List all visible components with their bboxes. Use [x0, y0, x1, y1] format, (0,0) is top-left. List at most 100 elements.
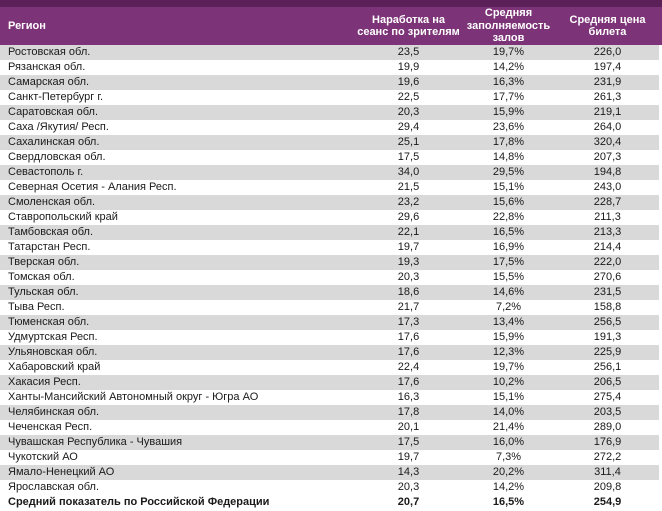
viewers-per-session-cell: 16,3 — [397, 391, 420, 403]
region-cell: Хабаровский край — [8, 361, 101, 373]
ticket-price-cell: 243,0 — [593, 181, 622, 193]
occupancy-cell: 15,1% — [492, 181, 525, 193]
ticket-price-cell: 158,8 — [593, 301, 622, 313]
table-row-summary: Средний показатель по Российской Федерац… — [0, 495, 659, 510]
ticket-price-cell: 206,5 — [593, 376, 622, 388]
ticket-price-cell: 256,1 — [593, 361, 622, 373]
ticket-price-cell: 311,4 — [594, 466, 621, 478]
table-row: Ханты-Мансийский Автономный округ - Югра… — [0, 390, 659, 405]
viewers-per-session-cell: 17,6 — [397, 346, 420, 358]
ticket-price-cell: 191,3 — [593, 331, 622, 343]
viewers-per-session-cell: 29,6 — [397, 211, 420, 223]
occupancy-cell: 7,3% — [495, 451, 522, 463]
occupancy-cell: 15,6% — [492, 196, 525, 208]
table-row: Самарская обл. 19,6 16,3% 231,9 — [0, 75, 659, 90]
viewers-per-session-cell: 21,5 — [397, 181, 420, 193]
table-row: Ульяновская обл. 17,6 12,3% 225,9 — [0, 345, 659, 360]
ticket-price-cell: 289,0 — [593, 421, 622, 433]
occupancy-cell: 22,8% — [492, 211, 525, 223]
table-row: Санкт-Петербург г. 22,5 17,7% 261,3 — [0, 90, 659, 105]
table-row: Удмуртская Респ. 17,6 15,9% 191,3 — [0, 330, 659, 345]
viewers-per-session-cell: 14,3 — [397, 466, 420, 478]
occupancy-cell: 14,8% — [492, 151, 525, 163]
ticket-price-cell: 275,4 — [593, 391, 622, 403]
viewers-per-session-cell: 20,7 — [397, 496, 420, 508]
occupancy-cell: 19,7% — [492, 46, 525, 58]
region-cell: Тверская обл. — [8, 256, 80, 268]
region-cell: Челябинская обл. — [8, 406, 100, 418]
occupancy-cell: 15,9% — [492, 331, 525, 343]
viewers-per-session-cell: 19,7 — [397, 451, 420, 463]
viewers-per-session-cell: 34,0 — [397, 166, 420, 178]
viewers-per-session-cell: 17,5 — [397, 436, 420, 448]
occupancy-cell: 14,0% — [492, 406, 525, 418]
viewers-per-session-cell: 19,3 — [397, 256, 420, 268]
ticket-price-cell: 194,8 — [593, 166, 622, 178]
occupancy-cell: 21,4% — [492, 421, 525, 433]
table-row: Тверская обл. 19,3 17,5% 222,0 — [0, 255, 659, 270]
viewers-per-session-cell: 20,3 — [397, 481, 420, 493]
ticket-price-cell: 270,6 — [593, 271, 622, 283]
viewers-per-session-cell: 22,4 — [397, 361, 420, 373]
ticket-price-cell: 219,1 — [593, 106, 622, 118]
header-average-ticket-price: Средняя цена билета — [569, 13, 646, 39]
region-cell: Самарская обл. — [8, 76, 90, 88]
region-cell: Свердловская обл. — [8, 151, 106, 163]
region-cell: Северная Осетия - Алания Респ. — [8, 181, 177, 193]
ticket-price-cell: 254,9 — [593, 496, 622, 508]
region-cell: Хакасия Респ. — [8, 376, 81, 388]
region-cell: Ульяновская обл. — [8, 346, 98, 358]
table-row: Тюменская обл. 17,3 13,4% 256,5 — [0, 315, 659, 330]
viewers-per-session-cell: 25,1 — [397, 136, 420, 148]
occupancy-cell: 14,2% — [492, 481, 525, 493]
table-row: Саха /Якутия/ Респ. 29,4 23,6% 264,0 — [0, 120, 659, 135]
region-cell: Санкт-Петербург г. — [8, 91, 104, 103]
viewers-per-session-cell: 22,5 — [397, 91, 420, 103]
viewers-per-session-cell: 19,7 — [397, 241, 420, 253]
occupancy-cell: 10,2% — [492, 376, 525, 388]
table-row: Рязанская обл. 19,9 14,2% 197,4 — [0, 60, 659, 75]
occupancy-cell: 16,3% — [492, 76, 525, 88]
ticket-price-cell: 261,3 — [593, 91, 622, 103]
occupancy-cell: 16,5% — [492, 496, 525, 508]
ticket-price-cell: 226,0 — [593, 46, 622, 58]
ticket-price-cell: 264,0 — [593, 121, 622, 133]
region-cell: Томская обл. — [8, 271, 75, 283]
region-cell: Смоленская обл. — [8, 196, 96, 208]
viewers-per-session-cell: 23,2 — [397, 196, 420, 208]
region-cell: Чувашская Республика - Чувашия — [8, 436, 183, 448]
region-cell: Сахалинская обл. — [8, 136, 100, 148]
region-cell: Тюменская обл. — [8, 316, 90, 328]
occupancy-cell: 17,5% — [492, 256, 525, 268]
table-row: Северная Осетия - Алания Респ. 21,5 15,1% 2… — [0, 180, 659, 195]
ticket-price-cell: 209,8 — [593, 481, 622, 493]
table-row: Татарстан Респ. 19,7 16,9% 214,4 — [0, 240, 659, 255]
table-row: Сахалинская обл. 25,1 17,8% 320,4 — [0, 135, 659, 150]
table-row: Свердловская обл. 17,5 14,8% 207,3 — [0, 150, 659, 165]
table-row: Смоленская обл. 23,2 15,6% 228,7 — [0, 195, 659, 210]
occupancy-cell: 13,4% — [492, 316, 525, 328]
region-cell: Саратовская обл. — [8, 106, 99, 118]
region-cell: Чукотский АО — [8, 451, 78, 463]
ticket-price-cell: 222,0 — [593, 256, 622, 268]
ticket-price-cell: 231,9 — [593, 76, 622, 88]
ticket-price-cell: 320,4 — [593, 136, 622, 148]
occupancy-cell: 14,6% — [492, 286, 525, 298]
ticket-price-cell: 203,5 — [593, 406, 622, 418]
region-cell: Ханты-Мансийский Автономный округ - Югра… — [8, 391, 259, 403]
region-cell: Чеченская Респ. — [8, 421, 93, 433]
viewers-per-session-cell: 19,6 — [397, 76, 420, 88]
table-row: Ярославская обл. 20,3 14,2% 209,8 — [0, 480, 659, 495]
ticket-price-cell: 176,9 — [593, 436, 622, 448]
ticket-price-cell: 197,4 — [593, 61, 622, 73]
region-cell: Саха /Якутия/ Респ. — [8, 121, 109, 133]
viewers-per-session-cell: 17,6 — [397, 376, 420, 388]
occupancy-cell: 17,8% — [492, 136, 525, 148]
ticket-price-cell: 272,2 — [593, 451, 622, 463]
region-cell: Тульская обл. — [8, 286, 79, 298]
table-row: Чукотский АО 19,7 7,3% 272,2 — [0, 450, 659, 465]
table-body: Ростовская обл. 23,5 19,7% 226,0 Рязанская о… — [0, 45, 662, 510]
occupancy-cell: 20,2% — [492, 466, 525, 478]
occupancy-cell: 16,0% — [492, 436, 525, 448]
